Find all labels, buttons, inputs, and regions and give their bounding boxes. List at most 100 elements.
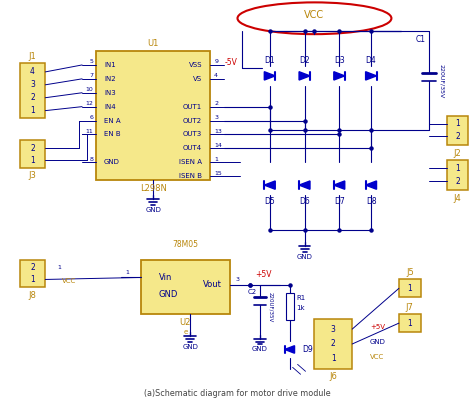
Text: 1: 1 bbox=[408, 319, 412, 328]
Text: 1: 1 bbox=[30, 275, 35, 284]
Bar bbox=[96, 51, 210, 180]
Text: 12: 12 bbox=[85, 101, 93, 106]
Polygon shape bbox=[264, 181, 275, 189]
Text: +5V: +5V bbox=[255, 271, 272, 279]
Text: D2: D2 bbox=[299, 57, 310, 65]
Text: GND: GND bbox=[104, 159, 120, 165]
Text: OUT4: OUT4 bbox=[183, 146, 202, 151]
Text: 2: 2 bbox=[30, 93, 35, 102]
Text: J4: J4 bbox=[454, 194, 461, 203]
Text: GND: GND bbox=[297, 253, 312, 259]
Text: Vout: Vout bbox=[203, 280, 222, 290]
Bar bbox=[447, 115, 468, 146]
Text: 1: 1 bbox=[30, 106, 35, 115]
Text: ISEN B: ISEN B bbox=[179, 173, 202, 179]
Text: VCC: VCC bbox=[370, 354, 384, 360]
Text: D6: D6 bbox=[299, 197, 310, 207]
Polygon shape bbox=[334, 181, 345, 189]
Text: J5: J5 bbox=[406, 268, 414, 277]
Text: 11: 11 bbox=[85, 129, 93, 134]
Text: D3: D3 bbox=[334, 57, 345, 65]
Text: J7: J7 bbox=[406, 303, 414, 312]
Text: L298N: L298N bbox=[140, 184, 166, 192]
Text: 14: 14 bbox=[214, 143, 222, 148]
Polygon shape bbox=[365, 72, 376, 80]
Text: 8: 8 bbox=[89, 157, 93, 162]
Polygon shape bbox=[299, 72, 310, 80]
Text: 3: 3 bbox=[236, 277, 240, 282]
Text: (a)Schematic diagram for motor drive module: (a)Schematic diagram for motor drive mod… bbox=[144, 389, 330, 398]
Text: J6: J6 bbox=[329, 372, 337, 381]
Text: -5V: -5V bbox=[225, 59, 238, 67]
Text: D4: D4 bbox=[365, 57, 376, 65]
Bar bbox=[19, 63, 46, 117]
Text: U1: U1 bbox=[147, 38, 159, 48]
Bar bbox=[314, 319, 352, 369]
Text: 220UF/35V: 220UF/35V bbox=[268, 292, 273, 322]
Text: VSS: VSS bbox=[189, 62, 202, 68]
Text: 1: 1 bbox=[126, 270, 130, 275]
Text: GND: GND bbox=[158, 290, 178, 299]
Text: 13: 13 bbox=[214, 129, 222, 134]
Text: J2: J2 bbox=[454, 149, 461, 158]
Text: 3: 3 bbox=[214, 115, 218, 120]
Text: D5: D5 bbox=[264, 197, 275, 207]
Text: IN4: IN4 bbox=[104, 103, 116, 109]
Bar bbox=[286, 293, 293, 320]
Text: 2: 2 bbox=[30, 144, 35, 153]
Text: GND: GND bbox=[370, 339, 386, 345]
Text: ISEN A: ISEN A bbox=[179, 159, 202, 165]
Text: D8: D8 bbox=[366, 197, 376, 207]
Text: 1: 1 bbox=[455, 164, 460, 173]
Text: D9: D9 bbox=[302, 345, 313, 354]
Text: Vin: Vin bbox=[158, 273, 172, 282]
Text: EN B: EN B bbox=[104, 132, 120, 138]
Text: IN3: IN3 bbox=[104, 90, 116, 96]
Text: 1: 1 bbox=[331, 354, 336, 363]
Text: 1: 1 bbox=[30, 156, 35, 165]
Text: GND: GND bbox=[252, 346, 268, 352]
Text: 78M05: 78M05 bbox=[173, 240, 198, 249]
Text: 2: 2 bbox=[455, 176, 460, 186]
Text: 1: 1 bbox=[57, 265, 61, 270]
Text: 2: 2 bbox=[331, 340, 336, 348]
Text: e: e bbox=[183, 329, 188, 335]
Text: OUT1: OUT1 bbox=[183, 103, 202, 109]
Text: 1k: 1k bbox=[297, 305, 305, 311]
Text: J3: J3 bbox=[28, 171, 36, 180]
Text: IN1: IN1 bbox=[104, 62, 116, 68]
Text: 3: 3 bbox=[331, 324, 336, 334]
Text: GND: GND bbox=[145, 207, 161, 213]
Text: +5V: +5V bbox=[370, 324, 385, 330]
Text: OUT3: OUT3 bbox=[183, 132, 202, 138]
Text: D7: D7 bbox=[334, 197, 345, 207]
Bar bbox=[399, 314, 421, 332]
Text: GND: GND bbox=[182, 344, 198, 350]
Text: VCC: VCC bbox=[304, 10, 325, 20]
Polygon shape bbox=[285, 346, 294, 353]
Bar bbox=[141, 259, 230, 314]
Text: 7: 7 bbox=[89, 73, 93, 78]
Text: 15: 15 bbox=[214, 171, 222, 176]
Text: 3: 3 bbox=[30, 80, 35, 89]
Text: D1: D1 bbox=[264, 57, 275, 65]
Text: IN2: IN2 bbox=[104, 76, 116, 82]
Text: 10: 10 bbox=[85, 87, 93, 92]
Text: R1: R1 bbox=[297, 295, 306, 301]
Text: 2: 2 bbox=[30, 263, 35, 272]
Text: 6: 6 bbox=[89, 115, 93, 120]
Bar bbox=[399, 279, 421, 297]
Text: 220UF/35V: 220UF/35V bbox=[438, 64, 444, 98]
Text: U2: U2 bbox=[180, 318, 191, 327]
Text: 9: 9 bbox=[214, 59, 218, 65]
Bar bbox=[447, 160, 468, 190]
Bar bbox=[19, 259, 46, 288]
Text: 1: 1 bbox=[408, 284, 412, 293]
Text: 2: 2 bbox=[455, 132, 460, 141]
Text: 1: 1 bbox=[455, 119, 460, 128]
Text: VS: VS bbox=[193, 76, 202, 82]
Text: 4: 4 bbox=[214, 73, 218, 78]
Text: 1: 1 bbox=[214, 157, 218, 162]
Text: 4: 4 bbox=[30, 67, 35, 77]
Text: J1: J1 bbox=[28, 51, 36, 61]
